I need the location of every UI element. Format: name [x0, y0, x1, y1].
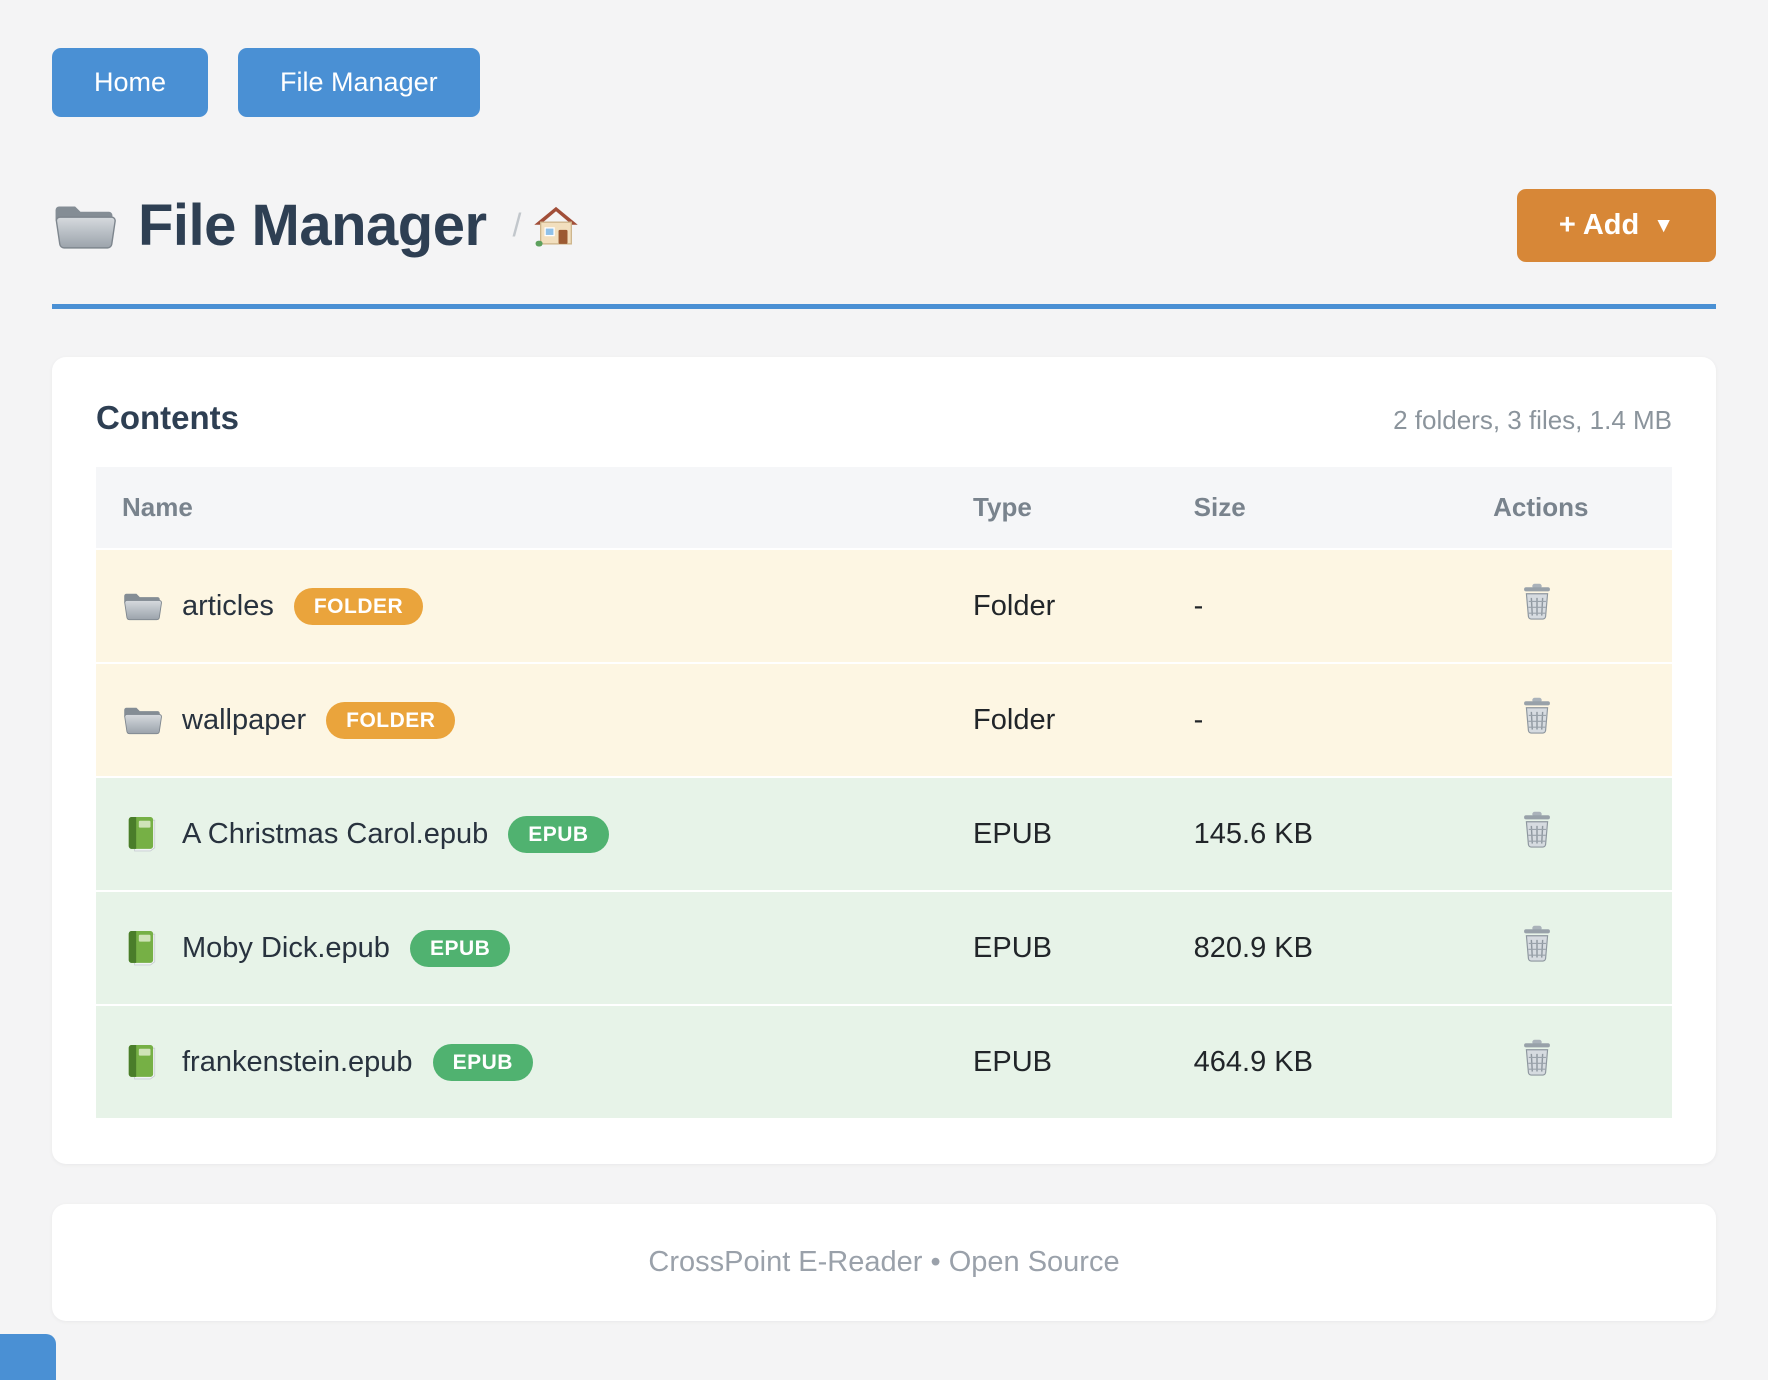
- contents-panel: Contents 2 folders, 3 files, 1.4 MB Name…: [52, 357, 1716, 1164]
- file-table: Name Type Size Actions articles FOLDER F…: [96, 467, 1672, 1118]
- table-header-row: Name Type Size Actions: [96, 467, 1672, 549]
- delete-button[interactable]: [1493, 924, 1555, 964]
- file-manager-nav-button[interactable]: File Manager: [238, 48, 480, 117]
- table-row-christmas-carol[interactable]: A Christmas Carol.epub EPUB EPUB 145.6 K…: [96, 776, 1672, 891]
- column-header-actions: Actions: [1467, 467, 1672, 549]
- page: Home File Manager File Manager / + Add ▼…: [52, 48, 1716, 1321]
- delete-button[interactable]: [1493, 696, 1555, 736]
- trash-icon: [1519, 810, 1555, 850]
- file-size: -: [1167, 548, 1468, 663]
- top-nav: Home File Manager: [52, 48, 1716, 117]
- breadcrumb: /: [513, 204, 580, 248]
- file-type: EPUB: [947, 776, 1168, 891]
- trash-icon: [1519, 582, 1555, 622]
- footer: CrossPoint E-Reader • Open Source: [52, 1204, 1716, 1321]
- file-name[interactable]: frankenstein.epub: [182, 1045, 413, 1078]
- epub-badge: EPUB: [432, 1043, 533, 1081]
- file-name[interactable]: wallpaper: [182, 703, 307, 736]
- trash-icon: [1519, 1038, 1555, 1078]
- folder-icon: [122, 588, 162, 624]
- footer-text: CrossPoint E-Reader • Open Source: [648, 1246, 1120, 1278]
- title-divider: [52, 304, 1716, 309]
- contents-title: Contents: [96, 399, 239, 436]
- page-header: File Manager / + Add ▼: [52, 189, 1716, 262]
- table-row-moby-dick[interactable]: Moby Dick.epub EPUB EPUB 820.9 KB: [96, 890, 1672, 1005]
- home-icon[interactable]: [533, 204, 579, 248]
- trash-icon: [1519, 696, 1555, 736]
- contents-panel-header: Contents 2 folders, 3 files, 1.4 MB: [96, 399, 1672, 437]
- page-title: File Manager: [138, 193, 487, 258]
- column-header-name[interactable]: Name: [96, 467, 948, 549]
- green-book-icon: [122, 816, 162, 852]
- trash-icon: [1519, 924, 1555, 964]
- file-size: 145.6 KB: [1167, 776, 1468, 891]
- folder-badge: FOLDER: [326, 701, 456, 739]
- file-name[interactable]: articles: [182, 589, 274, 622]
- green-book-icon: [122, 1044, 162, 1080]
- file-name[interactable]: Moby Dick.epub: [182, 931, 390, 964]
- table-row-articles[interactable]: articles FOLDER Folder -: [96, 548, 1672, 663]
- partial-button-bottom-left[interactable]: [0, 1334, 56, 1380]
- folder-icon: [122, 702, 162, 738]
- epub-badge: EPUB: [508, 815, 609, 853]
- file-name[interactable]: A Christmas Carol.epub: [182, 817, 489, 850]
- title-group: File Manager /: [52, 192, 579, 259]
- add-button-label: + Add: [1558, 209, 1640, 241]
- epub-badge: EPUB: [409, 929, 511, 967]
- table-row-frankenstein[interactable]: frankenstein.epub EPUB EPUB 464.9 KB: [96, 1004, 1672, 1118]
- file-type: EPUB: [947, 890, 1168, 1005]
- file-type: Folder: [947, 662, 1168, 777]
- delete-button[interactable]: [1493, 810, 1555, 850]
- table-row-wallpaper[interactable]: wallpaper FOLDER Folder -: [96, 662, 1672, 777]
- file-size: -: [1167, 662, 1468, 777]
- contents-summary: 2 folders, 3 files, 1.4 MB: [1393, 405, 1672, 435]
- column-header-size[interactable]: Size: [1167, 467, 1468, 549]
- breadcrumb-separator: /: [512, 207, 522, 243]
- column-header-type[interactable]: Type: [947, 467, 1168, 549]
- delete-button[interactable]: [1493, 582, 1555, 622]
- file-type: Folder: [947, 548, 1168, 663]
- caret-down-icon: ▼: [1653, 214, 1674, 237]
- add-button[interactable]: + Add ▼: [1516, 189, 1716, 262]
- folder-icon: [52, 198, 116, 254]
- delete-button[interactable]: [1493, 1038, 1555, 1078]
- file-size: 820.9 KB: [1167, 890, 1468, 1005]
- file-size: 464.9 KB: [1167, 1004, 1468, 1118]
- green-book-icon: [122, 930, 162, 966]
- home-nav-button[interactable]: Home: [52, 48, 209, 117]
- folder-badge: FOLDER: [293, 587, 424, 625]
- file-type: EPUB: [947, 1004, 1168, 1118]
